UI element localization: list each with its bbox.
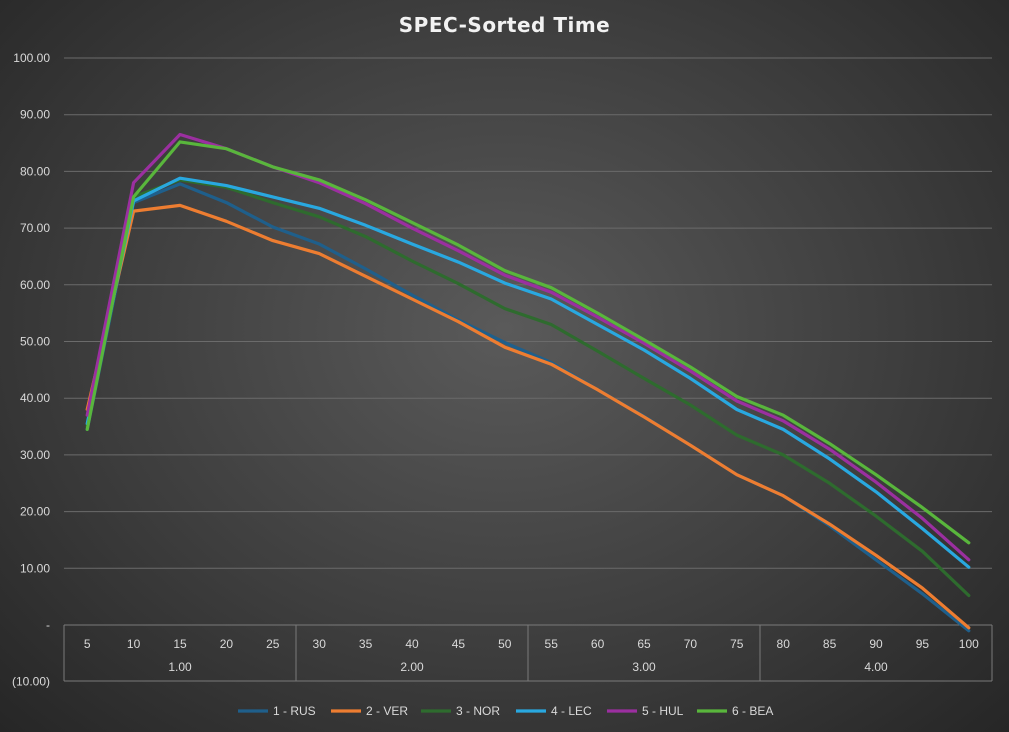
x-group-label: 2.00 (400, 660, 424, 674)
legend-label: 5 - HUL (642, 704, 684, 718)
y-tick-label: 60.00 (20, 278, 50, 292)
x-group-label: 1.00 (168, 660, 192, 674)
y-tick-label: - (46, 618, 50, 632)
y-tick-label: 80.00 (20, 164, 50, 178)
x-tick-label: 25 (266, 637, 280, 651)
y-tick-label: 10.00 (20, 561, 50, 575)
y-tick-label: (10.00) (12, 675, 50, 689)
x-tick-label: 80 (777, 637, 791, 651)
series-lines (85, 132, 971, 633)
x-tick-label: 90 (869, 637, 883, 651)
chart-title: SPEC-Sorted Time (399, 13, 610, 37)
x-tick-label: 55 (545, 637, 559, 651)
y-tick-label: 40.00 (20, 391, 50, 405)
x-tick-label: 50 (498, 637, 512, 651)
y-tick-label: 70.00 (20, 221, 50, 235)
legend: 1 - RUS 2 - VER 3 - NOR 4 - LEC 5 - HUL 6 - B… (238, 704, 773, 718)
y-tick-label: 50.00 (20, 335, 50, 349)
x-tick-label: 70 (684, 637, 698, 651)
x-tick-label: 15 (173, 637, 187, 651)
x-tick-label: 20 (220, 637, 234, 651)
x-tick-label: 5 (84, 637, 91, 651)
y-axis-ticks: (10.00) - 10.00 20.00 30.00 40.00 50.00 60.00 70… (12, 51, 50, 689)
x-axis: 5 10 15 20 25 30 35 40 45 50 55 60 65 70 75 80 85 90 95 100… (63, 624, 993, 682)
series-line-ver (85, 203, 971, 630)
legend-label: 6 - BEA (732, 704, 773, 718)
series-line-nor (85, 178, 971, 598)
x-group-label: 3.00 (632, 660, 656, 674)
x-tick-label: 60 (591, 637, 605, 651)
y-tick-label: 20.00 (20, 505, 50, 519)
legend-label: 3 - NOR (456, 704, 500, 718)
y-tick-label: 100.00 (13, 51, 50, 65)
x-tick-label: 45 (452, 637, 466, 651)
legend-label: 2 - VER (366, 704, 408, 718)
series-line-bea (85, 140, 971, 545)
x-tick-label: 40 (405, 637, 419, 651)
x-group-label: 4.00 (864, 660, 888, 674)
series-line-rus (85, 182, 971, 633)
gridlines (64, 57, 992, 569)
x-tick-label: 75 (730, 637, 744, 651)
y-tick-label: 30.00 (20, 448, 50, 462)
x-tick-label: 10 (127, 637, 141, 651)
x-tick-label: 65 (637, 637, 651, 651)
legend-label: 1 - RUS (273, 704, 316, 718)
x-tick-label: 35 (359, 637, 373, 651)
x-tick-label: 95 (916, 637, 930, 651)
x-tick-label: 30 (313, 637, 327, 651)
x-tick-label: 85 (823, 637, 837, 651)
x-tick-label: 100 (959, 637, 979, 651)
series-line-lec (85, 176, 971, 569)
legend-label: 4 - LEC (551, 704, 592, 718)
y-tick-label: 90.00 (20, 108, 50, 122)
